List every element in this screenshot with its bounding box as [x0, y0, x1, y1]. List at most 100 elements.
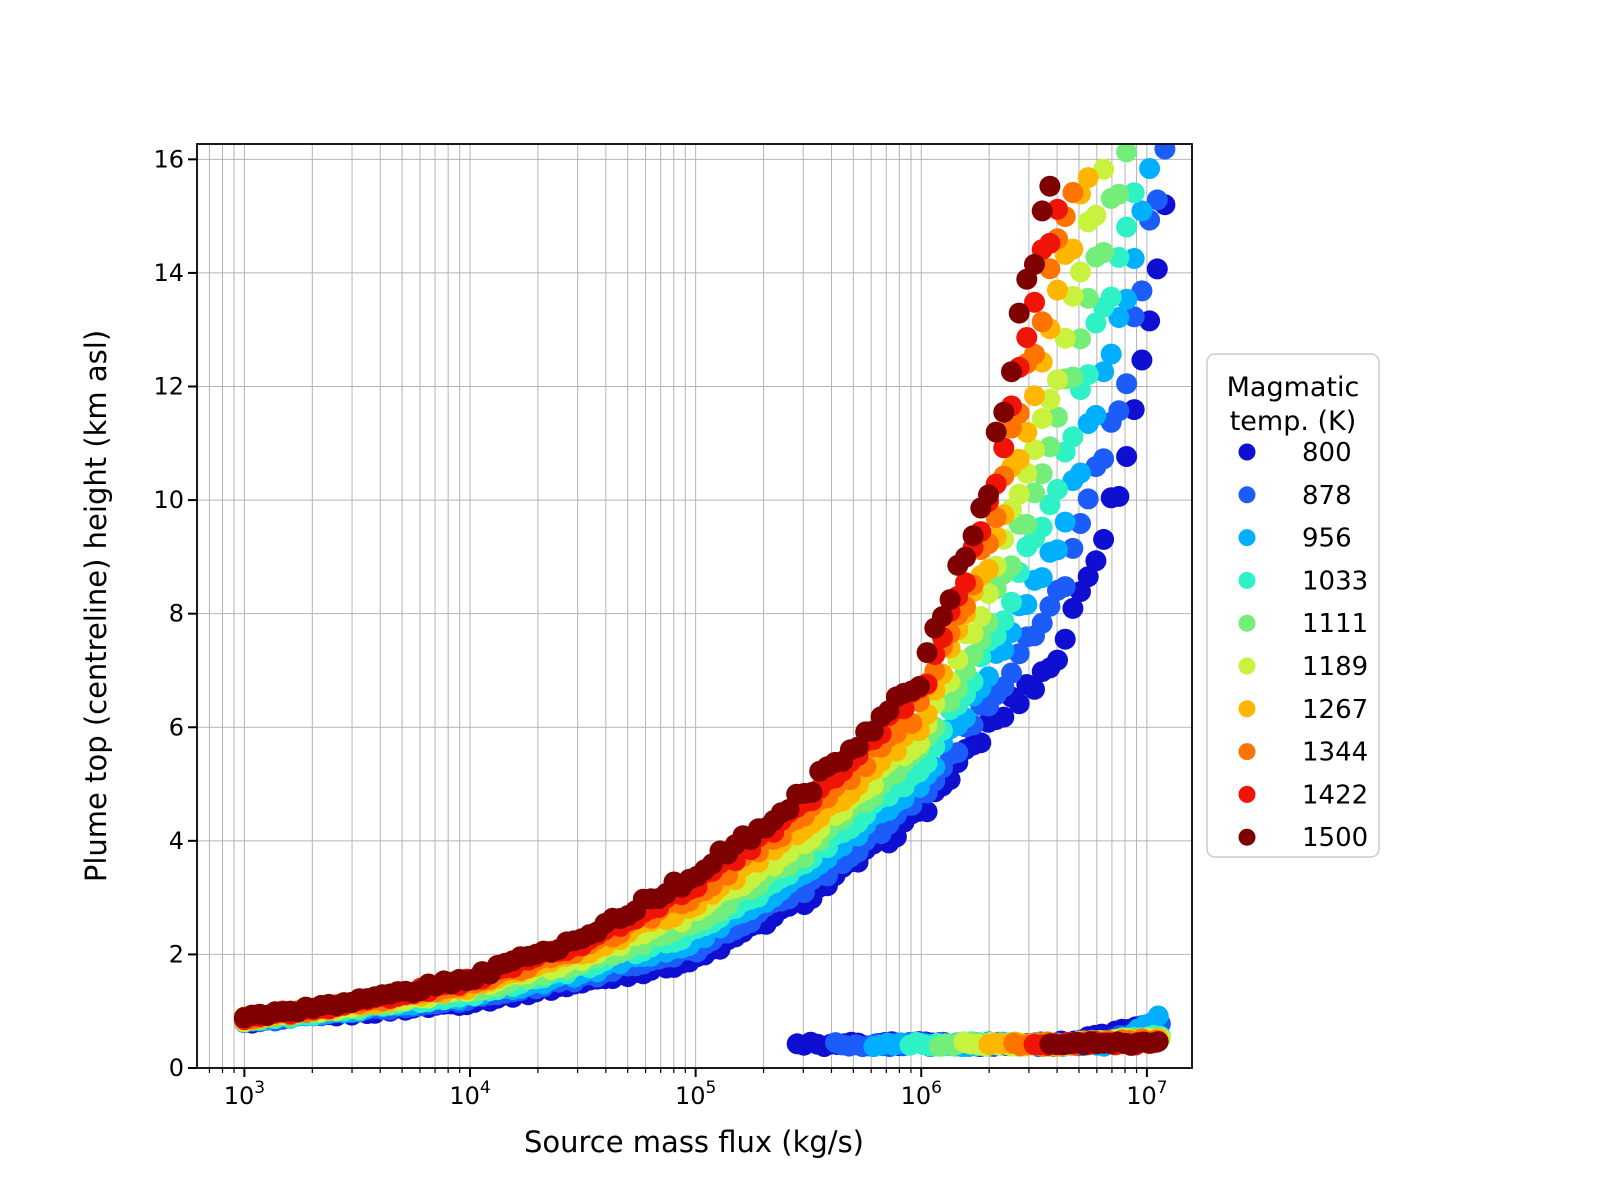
data-point — [1123, 248, 1145, 269]
data-point — [1031, 567, 1053, 589]
legend-marker-956-icon — [1238, 529, 1256, 547]
data-point — [1085, 404, 1107, 426]
data-point — [1147, 1005, 1169, 1027]
data-points — [233, 144, 1176, 1058]
data-point — [1070, 513, 1091, 534]
data-point — [1001, 361, 1022, 383]
data-point — [1024, 343, 1045, 365]
data-point — [1024, 439, 1045, 461]
data-point — [1016, 513, 1038, 535]
legend-marker-1422-icon — [1238, 785, 1256, 803]
legend-marker-1267-icon — [1238, 700, 1256, 718]
data-point — [993, 706, 1015, 728]
axes-frame — [188, 143, 1193, 1077]
data-point — [1093, 528, 1115, 550]
x-axis-label: Source mass flux (kg/s) — [524, 1125, 864, 1159]
data-point — [1047, 369, 1068, 391]
legend-label-1500: 1500 — [1302, 823, 1368, 853]
data-point — [970, 732, 992, 754]
data-point — [916, 642, 938, 664]
data-point — [939, 589, 961, 611]
y-tick-label-10: 10 — [153, 486, 184, 514]
data-point — [1001, 591, 1022, 613]
data-point — [1139, 158, 1161, 179]
legend-entry-1422: 1422 — [1238, 780, 1368, 810]
data-point — [978, 558, 999, 580]
legend-label-1422: 1422 — [1302, 780, 1368, 810]
legend-entry-1111: 1111 — [1238, 609, 1368, 639]
data-point — [1146, 189, 1168, 211]
data-point — [1116, 216, 1138, 238]
data-point — [1100, 343, 1122, 365]
data-point — [1070, 328, 1091, 350]
x-tick-label-10^5: 105 — [675, 1078, 716, 1110]
data-point — [1031, 311, 1053, 333]
data-point — [1008, 693, 1030, 715]
legend-box — [1206, 353, 1380, 858]
data-point — [932, 606, 953, 628]
data-point — [1047, 198, 1068, 220]
data-point — [1039, 175, 1061, 197]
data-point — [1062, 426, 1084, 448]
legend-label-1344: 1344 — [1302, 738, 1368, 768]
data-point — [1054, 511, 1076, 533]
legend-entry-1033: 1033 — [1238, 566, 1368, 596]
data-point — [1001, 555, 1022, 577]
data-point — [1031, 200, 1053, 222]
data-point — [908, 675, 930, 697]
legend-marker-1500-icon — [1238, 828, 1256, 846]
y-axis-label: Plume top (centreline) height (km asl) — [79, 330, 113, 882]
data-point — [955, 546, 976, 568]
data-point — [1054, 327, 1076, 349]
data-point — [1100, 286, 1122, 308]
data-point — [1054, 628, 1076, 650]
data-point — [1093, 158, 1115, 180]
data-point — [1085, 550, 1107, 572]
legend-label-1267: 1267 — [1302, 695, 1368, 725]
data-point — [1123, 182, 1145, 204]
data-point — [1047, 539, 1068, 561]
y-tick-label-2: 2 — [169, 940, 184, 968]
legend-marker-1033-icon — [1238, 571, 1256, 589]
legend-entry-1189: 1189 — [1238, 652, 1368, 682]
legend-marker-878-icon — [1238, 486, 1256, 504]
data-point — [1031, 408, 1053, 430]
data-point — [1093, 242, 1115, 263]
data-point — [955, 572, 976, 594]
legend-title-line2: temp. (K) — [1230, 406, 1357, 437]
data-point — [1108, 400, 1130, 422]
y-tick-label-14: 14 — [153, 259, 184, 287]
data-point — [1108, 485, 1130, 507]
data-point — [1047, 406, 1068, 428]
data-point — [1131, 280, 1153, 302]
legend-entry-956: 956 — [1238, 524, 1352, 554]
data-point — [993, 401, 1015, 423]
y-tick-label-6: 6 — [169, 713, 184, 741]
legend-label-1111: 1111 — [1302, 609, 1368, 639]
data-point — [1024, 253, 1045, 275]
x-tick-label-10^4: 104 — [449, 1078, 490, 1110]
data-point — [978, 583, 999, 605]
data-point — [1001, 662, 1022, 684]
data-point — [1047, 478, 1068, 500]
data-point — [962, 525, 984, 547]
data-point — [1085, 312, 1107, 334]
data-point — [947, 742, 969, 763]
legend-title-line1: Magmatic — [1227, 372, 1360, 403]
data-point — [1024, 678, 1045, 700]
legend-entry-1500: 1500 — [1238, 823, 1368, 853]
data-point — [1154, 144, 1176, 160]
data-point — [1116, 373, 1138, 395]
x-tick-label-10^6: 106 — [901, 1078, 942, 1110]
data-point — [1062, 597, 1084, 619]
data-point — [1008, 302, 1030, 324]
legend-label-1033: 1033 — [1302, 566, 1368, 596]
data-point — [1077, 167, 1099, 189]
data-point — [1116, 144, 1138, 163]
data-point — [1047, 649, 1068, 671]
x-tick-label-10^3: 103 — [224, 1078, 265, 1110]
data-point — [993, 610, 1015, 632]
plot-border — [196, 143, 1193, 1069]
